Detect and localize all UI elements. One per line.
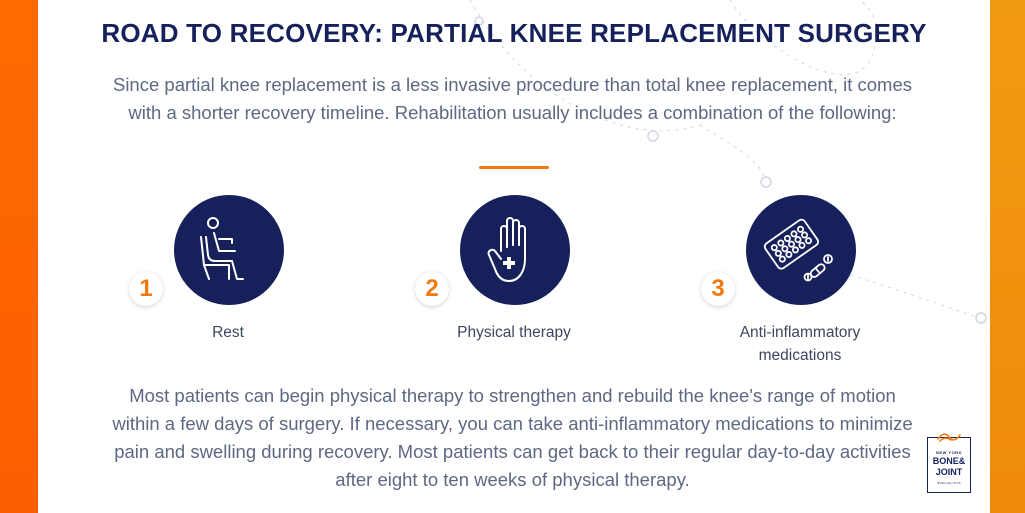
step-label: Anti-inflammatory medications <box>739 324 861 364</box>
logo-line-4: SPECIALISTS <box>937 481 961 485</box>
step-number-badge: 3 <box>701 272 735 306</box>
logo-line-1: NEW YORK <box>936 450 962 455</box>
page-title: ROAD TO RECOVERY: PARTIAL KNEE REPLACEME… <box>101 18 927 48</box>
step-label: Rest <box>212 324 244 341</box>
step-icon-circle <box>174 195 284 305</box>
knee-logo-icon <box>937 433 961 442</box>
step-label: Physical therapy <box>457 324 571 341</box>
logo-line-2: BONE& <box>932 456 966 466</box>
person-sitting-icon <box>200 217 244 280</box>
brand-logo: NEW YORK BONE& JOINT SPECIALISTS <box>927 433 971 493</box>
title-divider <box>479 166 549 169</box>
step-number-badge: 2 <box>415 272 449 306</box>
step-icon-circle <box>746 195 856 305</box>
step-icon-circle <box>460 195 570 305</box>
pill-blister-icon <box>763 218 833 282</box>
logo-line-3: JOINT <box>935 467 963 477</box>
left-accent-bar <box>0 0 38 513</box>
intro-paragraph: Since partial knee replacement is a less… <box>112 74 912 123</box>
step-number-badge: 1 <box>129 272 163 306</box>
right-accent-bar <box>990 0 1025 513</box>
hand-with-cross-icon <box>487 217 526 282</box>
summary-paragraph: Most patients can begin physical therapy… <box>112 385 913 490</box>
